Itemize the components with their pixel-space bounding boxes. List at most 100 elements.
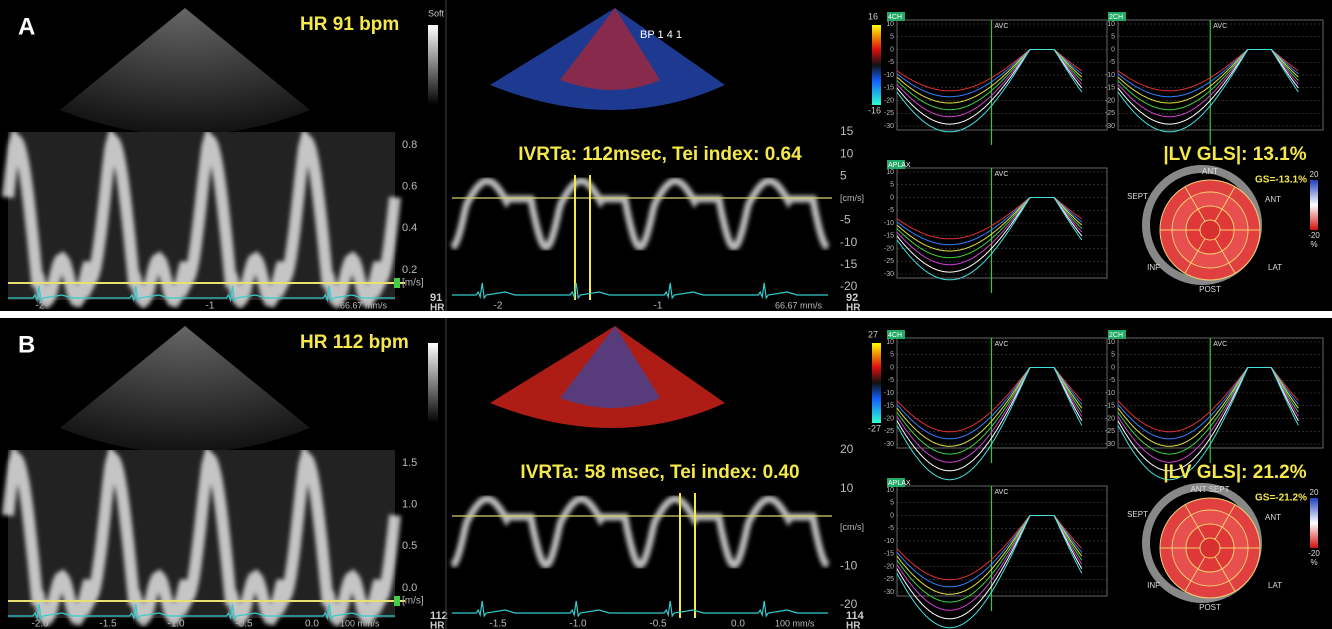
doppler-x-tick: 0.0 xyxy=(305,619,319,629)
strain-y-tick: -5 xyxy=(888,525,894,532)
doppler-y-tick: 1.5 xyxy=(402,457,417,469)
hr-unit: HR xyxy=(846,621,861,629)
strain-y-tick: -20 xyxy=(884,563,894,570)
strain-y-tick: -10 xyxy=(884,220,894,227)
strain-y-tick: 5 xyxy=(890,500,894,507)
strain-y-tick: 0 xyxy=(890,46,894,53)
strain-y-tick: 10 xyxy=(1107,21,1115,28)
strain-y-tick: -30 xyxy=(884,441,894,448)
gray-scale-label: Soft xyxy=(428,8,445,18)
avc-label: AVC xyxy=(1213,23,1227,30)
doppler-y-tick: 0.2 xyxy=(402,264,417,276)
strain-y-tick: -15 xyxy=(884,551,894,558)
gls: |LV GLS|: 13.1% xyxy=(1163,144,1306,165)
strain-y-tick: -10 xyxy=(884,72,894,79)
color-bar-tick: -16 xyxy=(868,105,881,115)
strain-y-tick: -25 xyxy=(1105,428,1115,435)
heart-rate: HR 112 bpm xyxy=(300,332,409,353)
view-name: 4CH xyxy=(888,14,902,21)
tdi-y-tick: [cm/s] xyxy=(840,522,864,532)
strain-y-tick: -5 xyxy=(888,59,894,66)
bullseye-label: LAT xyxy=(1268,581,1282,590)
hr-unit: HR xyxy=(846,303,861,314)
strain-y-tick: -10 xyxy=(884,538,894,545)
gls: |LV GLS|: 21.2% xyxy=(1163,462,1306,483)
strain-y-tick: 0 xyxy=(1111,46,1115,53)
strain-y-tick: 0 xyxy=(1111,364,1115,371)
view-name: 4CH xyxy=(888,332,902,339)
strain-scale-tick: -20 xyxy=(1308,231,1320,240)
strain-y-tick: -10 xyxy=(884,390,894,397)
bullseye-label: INF xyxy=(1147,263,1160,272)
color-bar xyxy=(872,25,881,105)
doppler-x-tick: -2 xyxy=(36,301,45,312)
strain-y-tick: -25 xyxy=(884,110,894,117)
doppler-y-tick: 0.4 xyxy=(402,222,417,234)
doppler-unit-marker xyxy=(394,278,400,288)
doppler-speed: 66.67 mm/s xyxy=(340,300,388,310)
strain-y-tick: 10 xyxy=(886,169,894,176)
bullseye-ring-segment xyxy=(1200,220,1220,240)
tdi-title: IVRTa: 112msec, Tei index: 0.64 xyxy=(518,144,802,165)
tdi-x-tick: -1.5 xyxy=(489,619,507,629)
heart-rate: HR 91 bpm xyxy=(300,14,399,35)
strain-y-tick: 10 xyxy=(886,339,894,346)
strain-y-tick: 5 xyxy=(890,34,894,41)
color-bar xyxy=(872,343,881,423)
tdi-y-tick: -5 xyxy=(840,213,851,227)
doppler-x-tick: -1.5 xyxy=(99,619,117,629)
panel-label: B xyxy=(18,331,35,358)
bullseye-ring-segment xyxy=(1200,538,1220,558)
doppler-unit-marker xyxy=(394,596,400,606)
bullseye-label: POST xyxy=(1199,603,1221,612)
view-name: 2CH xyxy=(1109,332,1123,339)
avc-label: AVC xyxy=(995,489,1009,496)
doppler-x-tick: -1.0 xyxy=(167,619,185,629)
strain-y-tick: 10 xyxy=(886,21,894,28)
hr-unit: HR xyxy=(430,621,445,629)
strain-y-tick: -30 xyxy=(1105,123,1115,130)
strain-y-tick: -30 xyxy=(884,123,894,130)
strain-y-tick: -25 xyxy=(884,258,894,265)
strain-y-tick: -15 xyxy=(1105,403,1115,410)
strain-y-tick: 10 xyxy=(1107,339,1115,346)
strain-y-tick: -15 xyxy=(884,403,894,410)
gray-scale xyxy=(428,25,438,105)
hr-unit: HR xyxy=(430,303,445,314)
tdi-x-tick: 0.0 xyxy=(731,619,745,629)
strain-y-tick: 10 xyxy=(886,487,894,494)
bullseye-label: ANT SEPT xyxy=(1191,485,1230,494)
doppler-y-tick: 1.0 xyxy=(402,499,417,511)
bullseye-label: ANT xyxy=(1265,195,1281,204)
tdi-y-tick: 10 xyxy=(840,146,854,160)
strain-y-tick: -30 xyxy=(884,589,894,596)
strain-y-tick: -15 xyxy=(884,85,894,92)
doppler-x-tick: -1 xyxy=(206,301,215,312)
strain-y-tick: -20 xyxy=(884,415,894,422)
bullseye-label: POST xyxy=(1199,285,1221,294)
strain-y-tick: 0 xyxy=(890,194,894,201)
strain-y-tick: 0 xyxy=(890,512,894,519)
strain-scale-tick: 20 xyxy=(1310,488,1319,497)
bullseye-label: INF xyxy=(1147,581,1160,590)
panel-label: A xyxy=(18,13,35,40)
tdi-x-tick: -2 xyxy=(494,301,503,312)
gray-scale xyxy=(428,343,438,423)
strain-scale-tick: 20 xyxy=(1310,170,1319,179)
view-name: 2CH xyxy=(1109,14,1123,21)
tdi-y-tick: 20 xyxy=(840,442,854,456)
doppler-unit: [m/s] xyxy=(402,596,424,607)
strain-y-tick: -5 xyxy=(888,377,894,384)
avc-label: AVC xyxy=(995,23,1009,30)
strain-scale-tick: -20 xyxy=(1308,549,1320,558)
tdi-y-tick: [cm/s] xyxy=(840,193,864,203)
strain-y-tick: -20 xyxy=(884,97,894,104)
strain-y-tick: -5 xyxy=(1109,59,1115,66)
tdi-speed: 100 mm/s xyxy=(775,618,815,628)
view-name: APLAX xyxy=(888,480,911,487)
strain-y-tick: 5 xyxy=(1111,352,1115,359)
tdi-y-tick: 5 xyxy=(840,168,847,182)
strain-y-tick: -20 xyxy=(1105,415,1115,422)
tdi-y-tick: 15 xyxy=(840,124,854,138)
